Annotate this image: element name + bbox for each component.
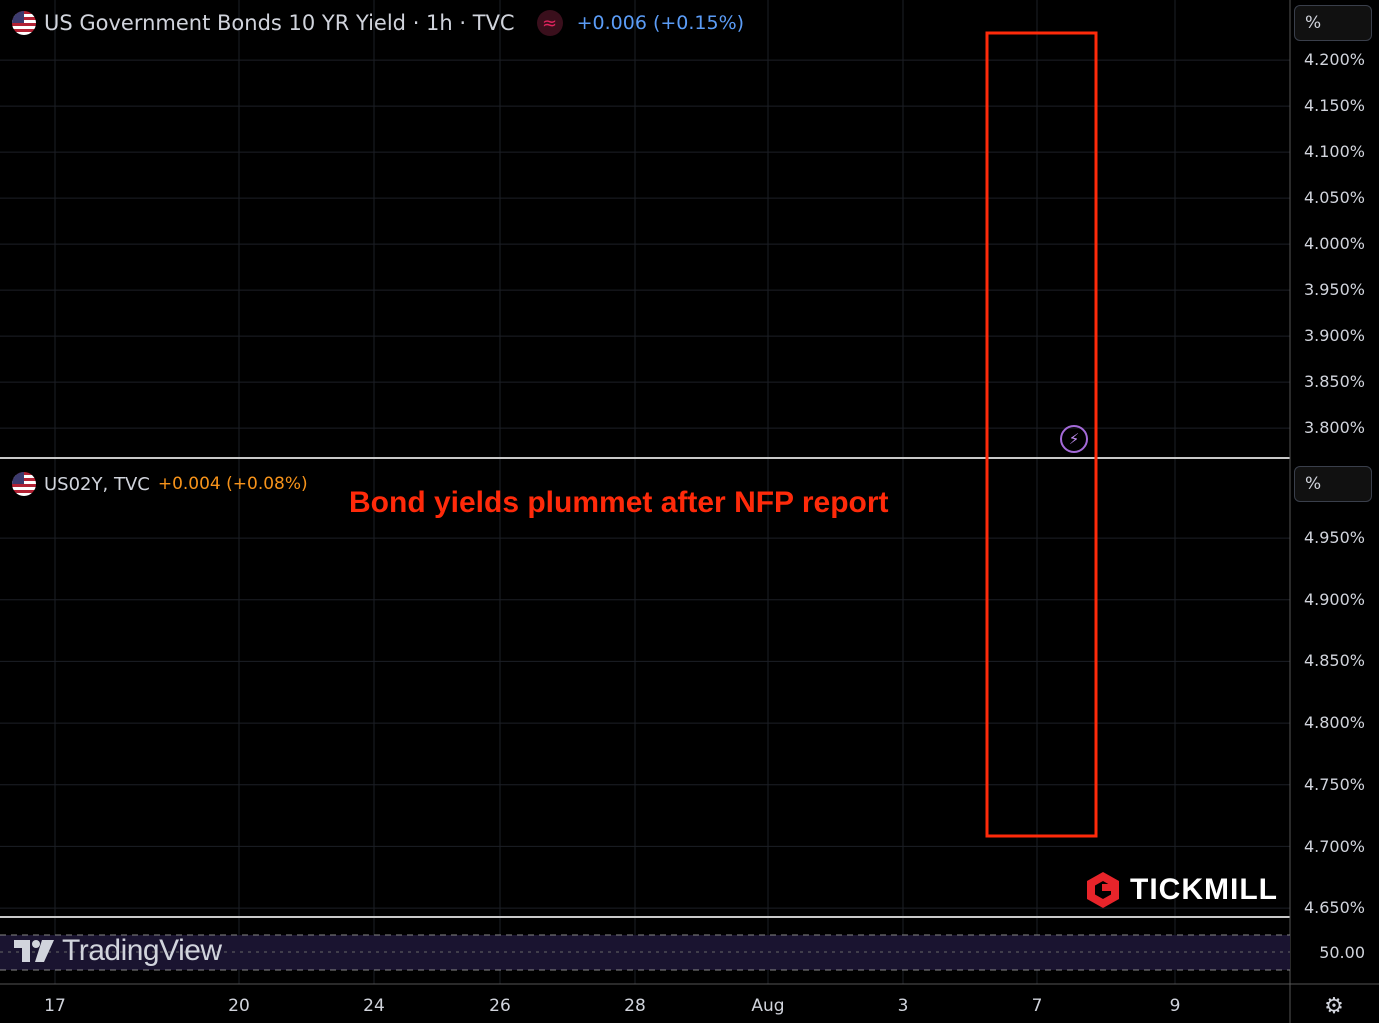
lightning-icon[interactable]: ⚡ [1060,425,1088,453]
y-tick-label: 4.900% [1303,590,1365,609]
y-tick-label: 4.200% [1303,50,1365,69]
y-tick-label: 4.800% [1303,713,1365,732]
y-tick-label: 4.850% [1303,651,1365,670]
gear-icon[interactable]: ⚙ [1324,993,1344,1019]
y-tick-label: 4.750% [1303,775,1365,794]
annotation-box[interactable] [985,31,1098,838]
scale-mode-button-middle[interactable]: % [1294,466,1372,502]
y-tick-label: 4.050% [1303,188,1365,207]
y-tick-label: 4.150% [1303,96,1365,115]
tradingview-wordmark: TradingView [62,934,222,967]
us-flag-icon [12,11,36,35]
x-tick-label: 24 [363,996,385,1016]
tickmill-wordmark: TICKMILL [1130,873,1278,906]
change-value-2y: +0.004 (+0.08%) [157,474,308,494]
tradingview-logo-icon [14,940,54,962]
x-tick-label: 17 [44,996,66,1016]
grid-lines [0,0,1290,984]
tickmill-logo: TICKMILL [1086,871,1278,909]
tickmill-logo-icon [1087,872,1119,908]
y-tick-label: 4.650% [1303,898,1365,917]
x-tick-label: 20 [228,996,250,1016]
x-tick-label: 7 [1031,996,1043,1016]
symbol-title-2y: US02Y, TVC [44,473,150,495]
scale-mode-button-top[interactable]: % [1294,5,1372,41]
x-tick-label: 3 [897,996,909,1016]
wave-icon[interactable]: ≈ [536,10,563,36]
legend-10y[interactable]: US Government Bonds 10 YR Yield · 1h · T… [12,10,744,36]
y-tick-label: 3.950% [1303,280,1365,299]
y-tick-label: 3.800% [1303,418,1365,437]
legend-2y[interactable]: US02Y, TVC +0.004 (+0.08%) [12,472,308,496]
us-flag-icon [12,472,36,496]
y-tick-label: 4.000% [1303,234,1365,253]
tradingview-watermark: TradingView [14,934,222,968]
symbol-title-10y: US Government Bonds 10 YR Yield · 1h · T… [44,11,515,35]
x-tick-label: 26 [489,996,511,1016]
x-tick-label: 9 [1169,996,1181,1016]
y-tick-label: 4.100% [1303,142,1365,161]
y-tick-label: 4.950% [1303,528,1365,547]
y-tick-label: 3.900% [1303,326,1365,345]
x-tick-label: Aug [751,996,785,1016]
y-tick-label: 50.00 [1319,943,1365,962]
annotation-text: Bond yields plummet after NFP report [349,486,889,519]
x-tick-label: 28 [624,996,646,1016]
y-tick-label: 3.850% [1303,372,1365,391]
change-value-10y: +0.006 (+0.15%) [576,12,745,34]
y-tick-label: 4.700% [1303,837,1365,856]
